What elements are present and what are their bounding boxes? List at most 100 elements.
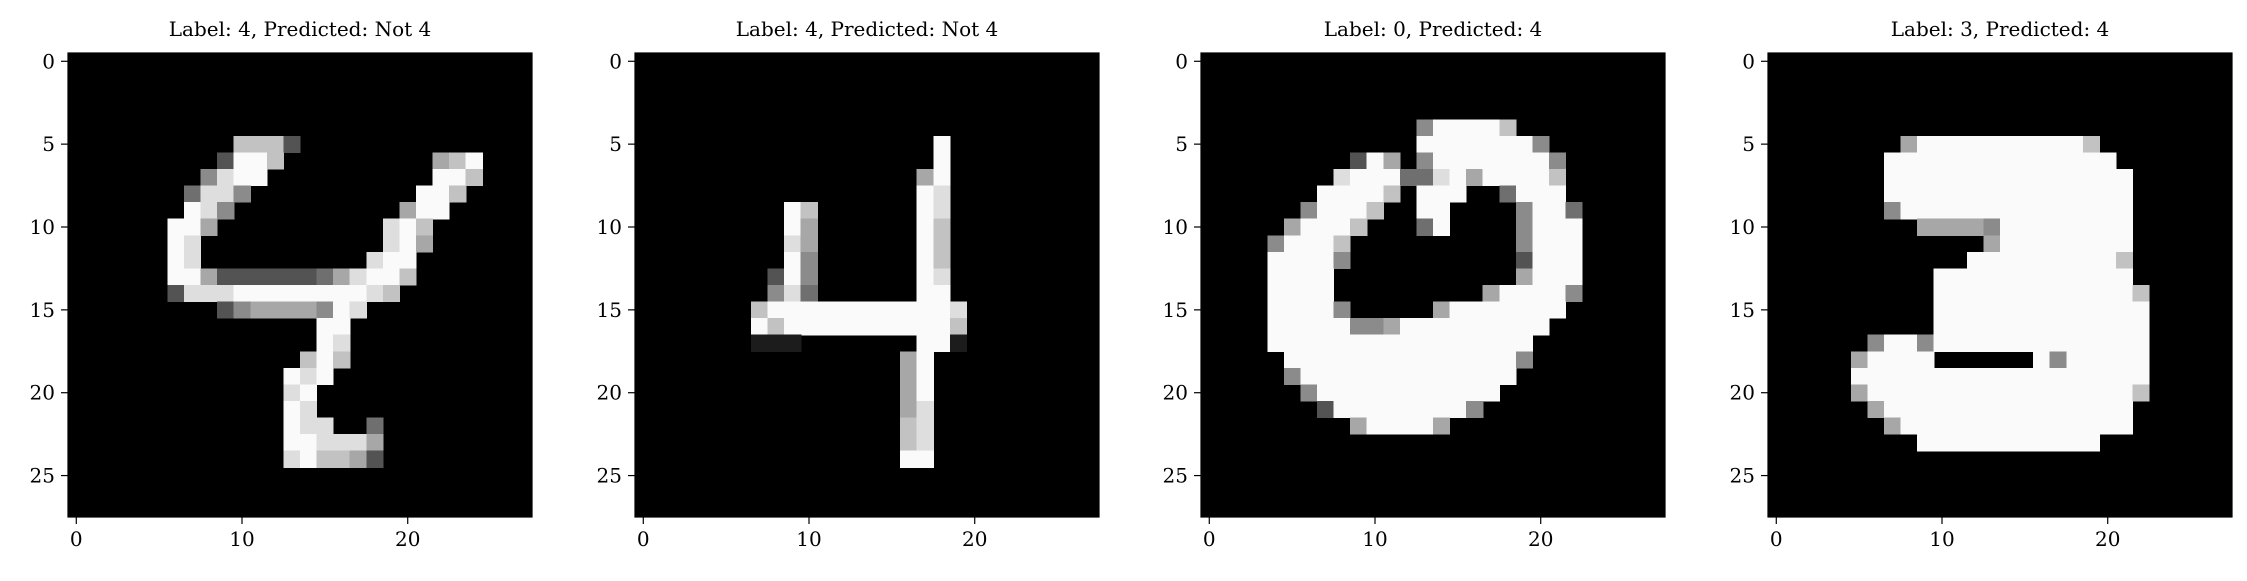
pixel: [2132, 351, 2150, 369]
pixel: [916, 301, 934, 319]
pixel: [316, 450, 334, 468]
pixel: [333, 301, 351, 319]
pixel: [1515, 351, 1534, 369]
pixel: [2099, 351, 2117, 369]
pixel: [1900, 135, 1918, 154]
pixel: [1466, 351, 1484, 369]
pixel: [2116, 351, 2134, 369]
pixel: [2016, 285, 2034, 303]
pixel: [2082, 251, 2101, 270]
pixel: [1933, 218, 1951, 236]
x-tick-label: 10: [1929, 527, 1954, 551]
pixel: [200, 169, 218, 187]
pixel: [1917, 334, 1935, 352]
chart-title: Label: 3, Predicted: 4: [1891, 17, 2110, 41]
pixel: [1300, 202, 1318, 220]
pixel: [316, 318, 334, 336]
pixel: [1283, 285, 1302, 303]
pixel: [1350, 202, 1368, 220]
pixel: [1515, 268, 1534, 286]
pixel: [1515, 251, 1534, 270]
pixel: [1917, 367, 1935, 386]
pixel: [1884, 401, 1902, 419]
pixel: [449, 152, 467, 170]
pixel: [1433, 401, 1451, 419]
pixel: [1466, 169, 1484, 187]
pixel: [1317, 285, 1335, 303]
pixel: [2066, 235, 2084, 253]
pixel: [1383, 384, 1401, 402]
pixel: [1350, 384, 1368, 402]
pixel: [1300, 251, 1318, 270]
y-tick-label: 5: [1742, 132, 1755, 156]
pixel: [1300, 268, 1318, 286]
pixel: [1317, 301, 1335, 319]
pixel: [2000, 285, 2018, 303]
pixel: [1482, 384, 1500, 402]
pixel: [767, 268, 785, 286]
pixel: [333, 334, 351, 352]
pixel: [1333, 218, 1351, 236]
pixel: [1532, 251, 1550, 270]
pixel: [416, 202, 434, 220]
pixel: [1950, 417, 1968, 435]
pixel: [1482, 152, 1500, 170]
pixel: [217, 202, 235, 220]
pixel: [1433, 417, 1451, 435]
pixel: [1549, 169, 1567, 187]
pixel: [2000, 202, 2018, 220]
pixel: [1433, 169, 1451, 187]
pixel: [1532, 285, 1550, 303]
pixel: [1515, 185, 1534, 203]
pixel: [1933, 135, 1951, 154]
pixel: [1515, 152, 1534, 170]
pixel: [916, 334, 934, 352]
pixel: [1917, 185, 1935, 203]
pixel: [1983, 268, 2001, 286]
pixel: [933, 169, 951, 187]
pixel: [2116, 334, 2134, 352]
pixel: [1416, 119, 1434, 137]
pixel: [2082, 367, 2101, 386]
pixel: [1532, 268, 1550, 286]
pixel: [1416, 152, 1434, 170]
pixel: [465, 169, 483, 187]
pixel: [1515, 235, 1534, 253]
pixel: [300, 367, 318, 386]
pixel: [1416, 169, 1434, 187]
pixel: [800, 318, 818, 336]
pixel: [1416, 417, 1434, 435]
pixel: [1983, 384, 2001, 402]
pixel: [2016, 401, 2034, 419]
pixel: [1433, 384, 1451, 402]
pixel: [1884, 367, 1902, 386]
y-tick-label: 25: [597, 464, 622, 488]
pixel: [2033, 185, 2051, 203]
pixel: [1333, 334, 1351, 352]
pixel: [2049, 351, 2067, 369]
pixel: [933, 218, 951, 236]
pixel: [300, 351, 318, 369]
pixel: [449, 169, 467, 187]
pixel: [1317, 384, 1335, 402]
image-panel-2: Label: 4, Predicted: Not 4 0 10 20 0 5 10 15 20 2…: [597, 17, 1100, 551]
pixel: [1317, 401, 1335, 419]
pixel: [1950, 384, 1968, 402]
pixel: [1933, 417, 1951, 435]
x-tick-label: 0: [1770, 527, 1783, 551]
pixel: [1449, 351, 1467, 369]
pixel: [900, 351, 918, 369]
pixel: [432, 152, 450, 170]
pixel: [283, 450, 301, 468]
pixel: [1350, 218, 1368, 236]
pixel: [2082, 135, 2101, 154]
pixel: [2033, 285, 2051, 303]
x-tick-label: 20: [395, 527, 420, 551]
pixel: [349, 285, 367, 303]
pixel: [1565, 202, 1583, 220]
pixel: [1549, 202, 1567, 220]
pixel: [1884, 169, 1902, 187]
pixel: [2000, 384, 2018, 402]
pixel: [916, 417, 934, 435]
y-tick-label: 0: [42, 49, 55, 73]
